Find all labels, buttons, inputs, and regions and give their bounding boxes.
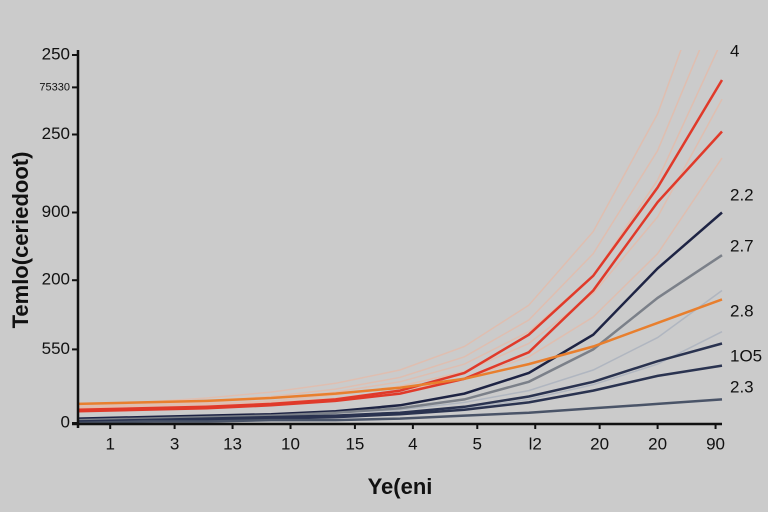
series-line <box>78 79 724 412</box>
annotation: 2.2 <box>730 185 754 204</box>
series-line <box>78 254 723 422</box>
series-line <box>78 398 723 424</box>
x-tick-label: 20 <box>590 434 609 453</box>
x-tick-label: 5 <box>473 434 482 453</box>
x-tick-label: 1 <box>105 434 114 453</box>
y-tick-label: 200 <box>42 270 70 289</box>
annotation: 2.8 <box>730 301 754 320</box>
x-tick-label: 4 <box>408 434 417 453</box>
y-axis-title: Temlo(ceriedoot) <box>8 152 33 329</box>
y-tick-label: 550 <box>42 339 70 358</box>
x-tick-label: 20 <box>648 434 667 453</box>
plot-area <box>78 50 724 424</box>
y-tick-label: 75330 <box>39 81 70 93</box>
series-line <box>78 130 723 413</box>
y-tick-label: 250 <box>42 124 70 143</box>
x-tick-label: 3 <box>170 434 179 453</box>
x-tick-label: 13 <box>223 434 242 453</box>
series-line <box>78 342 723 423</box>
y-tick-label: 900 <box>42 202 70 221</box>
annotation: 4 <box>730 41 739 60</box>
annotation: 2.7 <box>730 236 754 255</box>
annotation: 1O5 <box>730 346 762 365</box>
background-line <box>78 50 682 407</box>
x-axis-title: Ye(eni <box>368 474 433 499</box>
x-tick-label: 15 <box>345 434 364 453</box>
series-line <box>78 211 723 420</box>
y-tick-label: 250 <box>42 44 70 63</box>
annotation: 2.3 <box>730 377 754 396</box>
background-line <box>78 98 723 410</box>
y-tick-label: 0 <box>61 412 70 431</box>
x-tick-label: 10 <box>281 434 300 453</box>
background-line <box>78 50 719 410</box>
x-tick-label: l2 <box>529 434 542 453</box>
x-tick-label: 90 <box>706 434 725 453</box>
series-line <box>78 298 723 406</box>
